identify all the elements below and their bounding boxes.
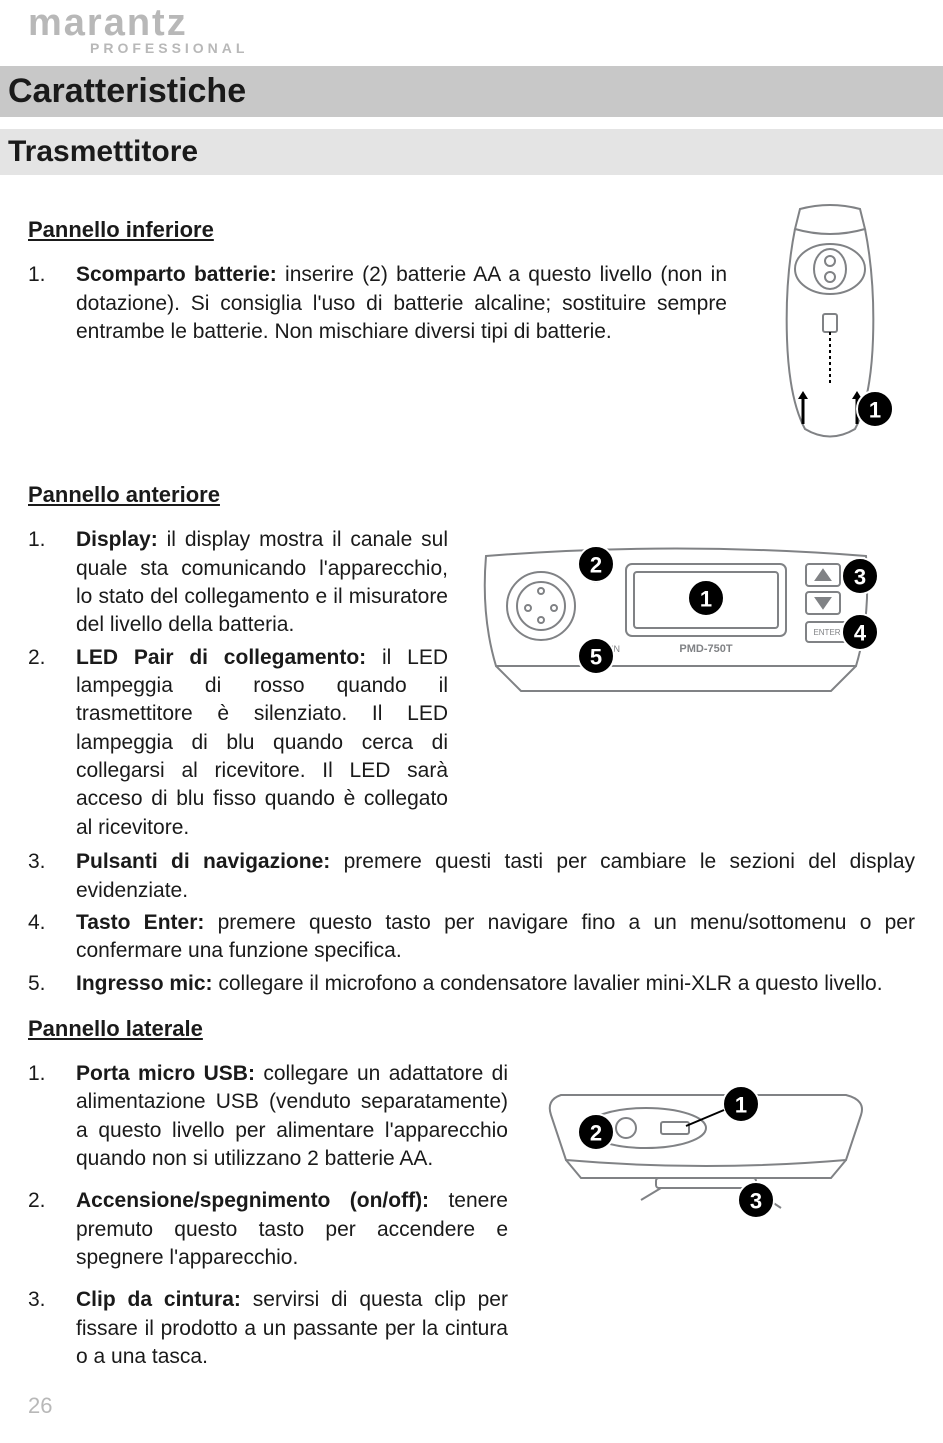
list-item: 1. Porta micro USB: collegare un adattat… (28, 1060, 508, 1173)
front-panel-list-a: 1. Display: il display mostra il canale … (28, 526, 448, 842)
list-item: 2. LED Pair di collegamento: il LED lamp… (28, 644, 448, 842)
front-panel-diagram: PMD-750T MIC IN ENTER 1 2 3 4 5 (466, 526, 886, 846)
svg-text:4: 4 (854, 621, 867, 646)
side-panel-diagram: 1 2 3 (526, 1060, 896, 1375)
svg-text:2: 2 (590, 553, 602, 578)
page-number: 26 (28, 1393, 915, 1419)
list-item: 1. Scomparto batterie: inserire (2) batt… (28, 261, 727, 346)
list-item: 5. Ingresso mic: collegare il microfono … (28, 970, 915, 998)
item-text: Scomparto batterie: inserire (2) batteri… (76, 261, 727, 346)
svg-text:ENTER: ENTER (813, 628, 840, 637)
sub-heading: Trasmettitore (0, 129, 943, 175)
svg-text:1: 1 (700, 587, 712, 612)
list-item: 1. Display: il display mostra il canale … (28, 526, 448, 639)
bottom-panel-diagram: 1 (745, 199, 915, 464)
svg-text:1: 1 (735, 1092, 747, 1117)
bottom-panel-list: 1. Scomparto batterie: inserire (2) batt… (28, 261, 727, 346)
svg-text:3: 3 (854, 565, 866, 590)
front-panel-list-b: 3. Pulsanti di navigazione: premere ques… (28, 848, 915, 998)
list-item: 3. Clip da cintura: servirsi di questa c… (28, 1286, 508, 1371)
svg-text:PMD-750T: PMD-750T (679, 643, 732, 655)
svg-text:1: 1 (869, 398, 881, 423)
list-item: 3. Pulsanti di navigazione: premere ques… (28, 848, 915, 905)
logo-main: marantz (28, 8, 915, 38)
svg-text:2: 2 (590, 1120, 602, 1145)
list-item: 2. Accensione/spegnimento (on/off): tene… (28, 1187, 508, 1272)
item-number: 1. (28, 261, 76, 346)
side-panel-list: 1. Porta micro USB: collegare un adattat… (28, 1060, 508, 1371)
main-heading: Caratteristiche (0, 66, 943, 117)
bottom-panel-title: Pannello inferiore (28, 217, 727, 243)
front-panel-title: Pannello anteriore (28, 482, 915, 508)
svg-text:5: 5 (590, 645, 602, 670)
logo-sub: PROFESSIONAL (90, 40, 915, 56)
svg-text:3: 3 (750, 1188, 762, 1213)
side-panel-title: Pannello laterale (28, 1016, 915, 1042)
brand-logo: marantz PROFESSIONAL (28, 8, 915, 56)
list-item: 4. Tasto Enter: premere questo tasto per… (28, 909, 915, 966)
